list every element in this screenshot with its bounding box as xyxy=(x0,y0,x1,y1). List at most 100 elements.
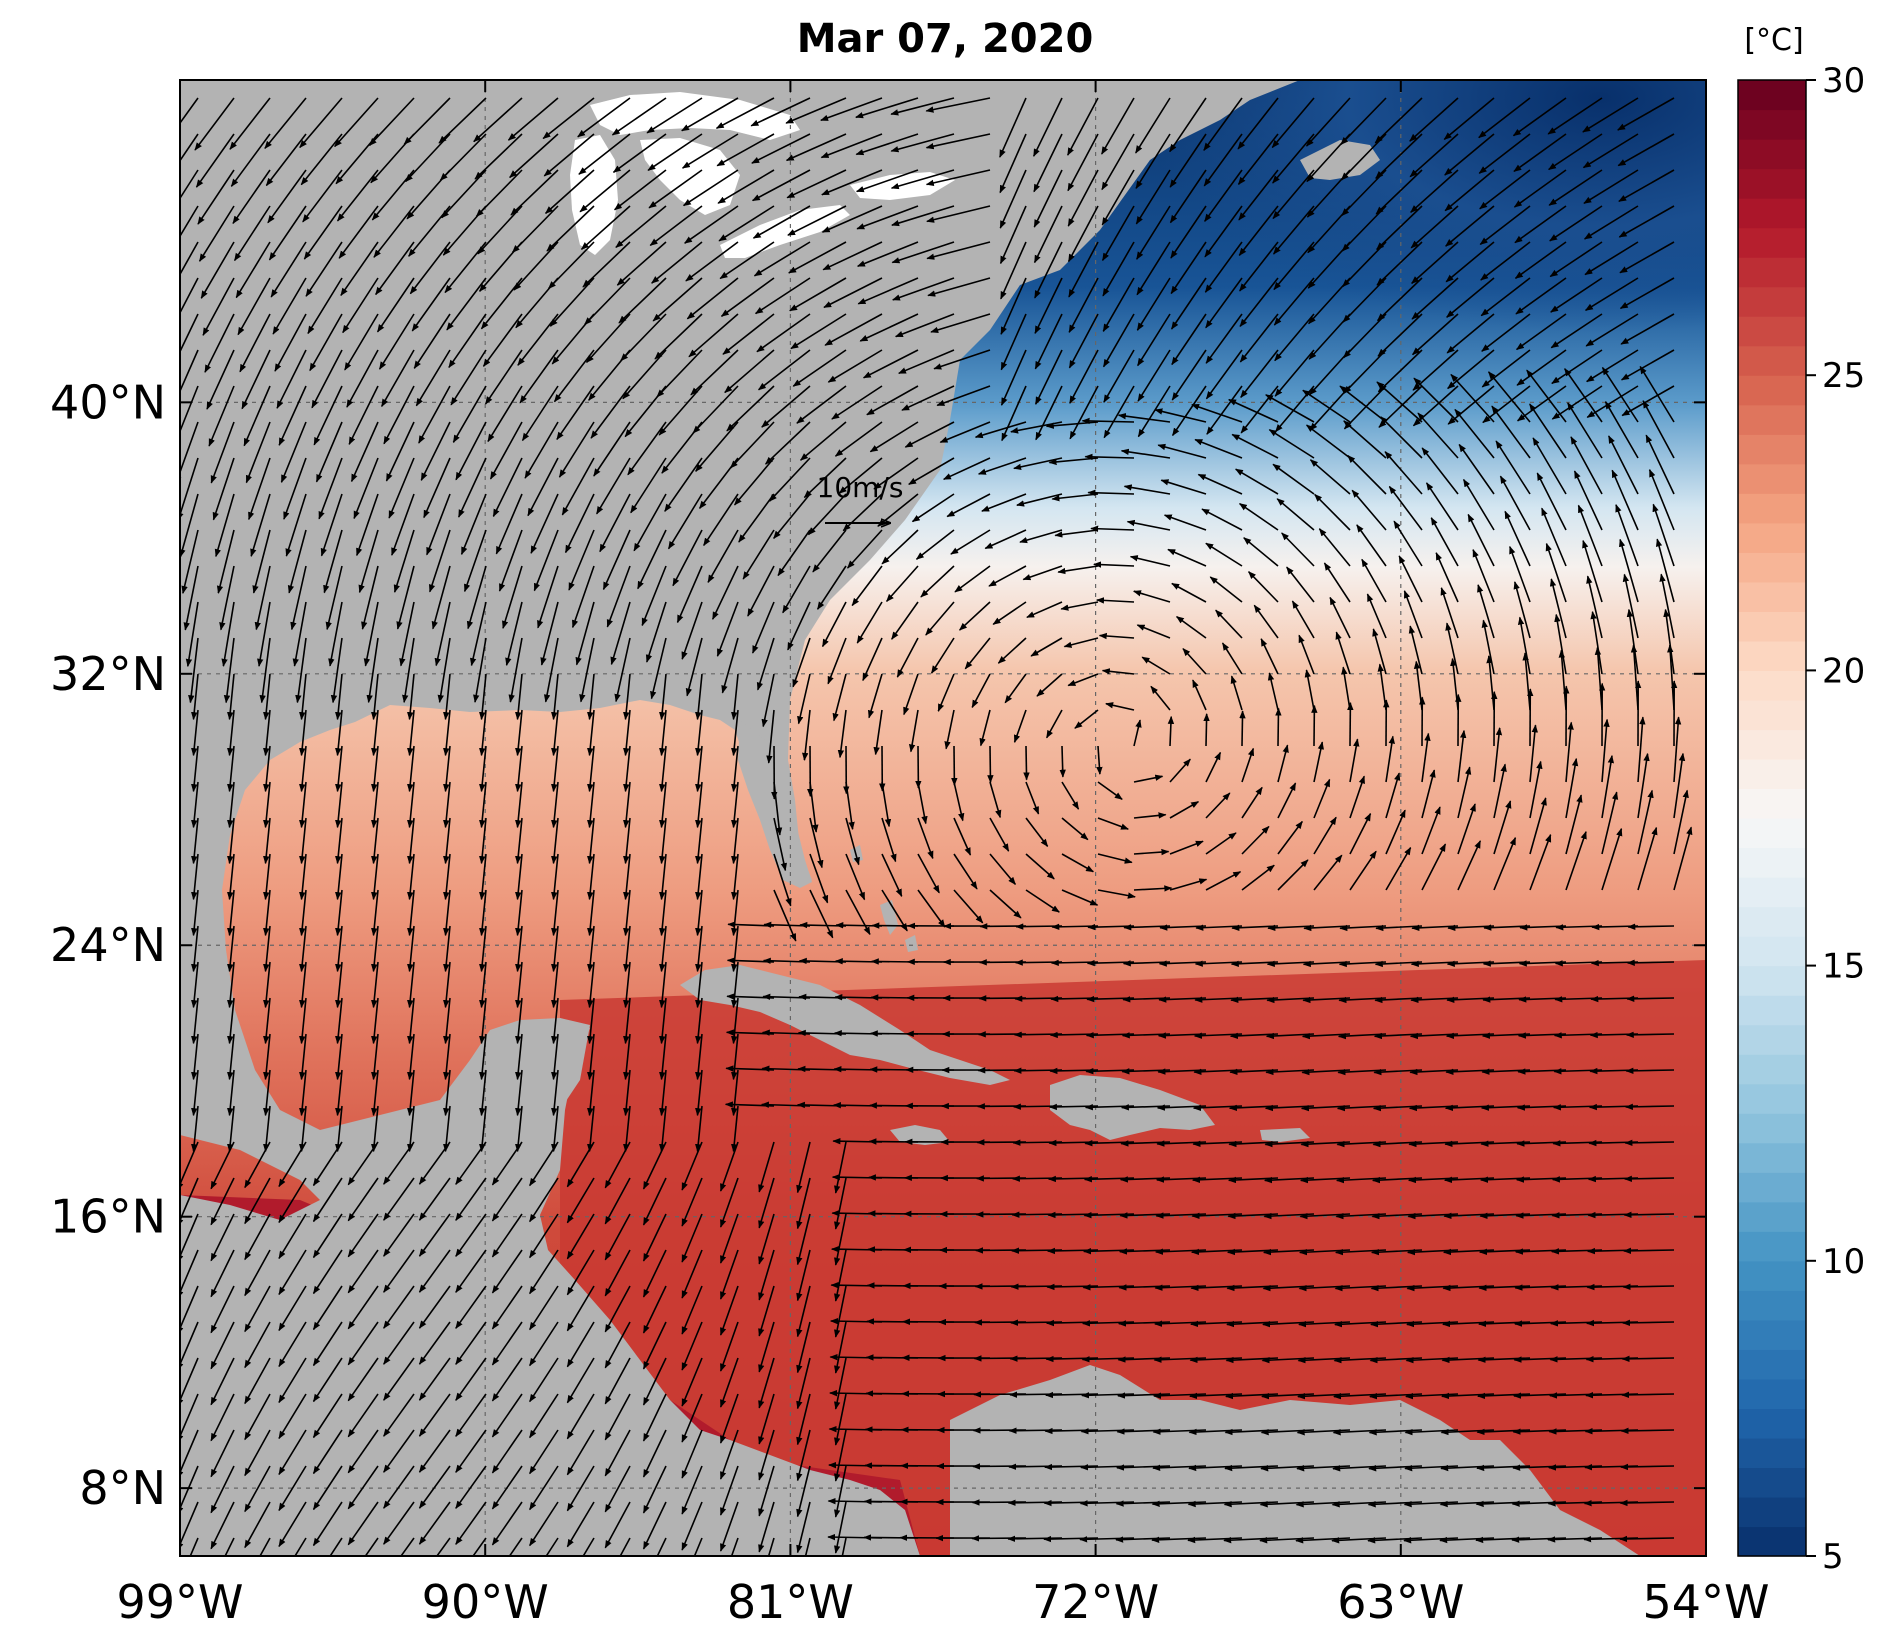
wind-arrow xyxy=(1137,385,1171,438)
wind-arrow xyxy=(717,169,775,204)
wind-arrow xyxy=(1376,241,1423,286)
wind-arrow xyxy=(206,349,235,410)
wind-arrow xyxy=(867,673,883,719)
wind-arrow xyxy=(1205,349,1243,400)
wind-arrow xyxy=(610,601,631,666)
wind-arrow xyxy=(1445,241,1495,283)
wind-arrow xyxy=(1203,713,1210,747)
wind-arrow xyxy=(1584,277,1639,311)
wind-arrow xyxy=(903,673,919,716)
colorbar-band xyxy=(1738,1083,1806,1114)
wind-arrow xyxy=(1105,702,1135,711)
wind-arrow xyxy=(1481,349,1531,388)
wind-arrow xyxy=(950,529,991,555)
wind-arrow xyxy=(223,637,235,704)
wind-arrow xyxy=(420,421,451,482)
wind-arrow xyxy=(1243,537,1279,567)
wind-arrow xyxy=(328,601,343,667)
wind-arrow xyxy=(799,421,847,461)
wind-arrow xyxy=(180,313,199,354)
wind-arrow xyxy=(350,421,379,483)
wind-arrow xyxy=(1343,349,1387,394)
wind-arrow xyxy=(1308,313,1351,360)
wind-arrow xyxy=(1273,241,1315,291)
wind-arrow xyxy=(688,313,739,358)
wind-arrow xyxy=(353,457,379,520)
wind-arrow xyxy=(1170,205,1207,259)
wind-arrow xyxy=(812,529,847,573)
wind-arrow xyxy=(299,673,307,721)
wind-arrow xyxy=(1060,601,1099,611)
wind-arrow xyxy=(1541,507,1567,567)
wind-arrow xyxy=(489,421,523,480)
wind-arrow xyxy=(1171,313,1207,366)
wind-arrow xyxy=(890,169,955,190)
wind-arrow xyxy=(409,241,451,295)
wind-arrow xyxy=(1307,241,1351,289)
wind-arrow xyxy=(716,133,775,167)
wind-arrow xyxy=(1620,313,1675,345)
wind-arrow xyxy=(556,385,595,441)
wind-arrow xyxy=(937,673,955,712)
wind-arrow xyxy=(1238,169,1279,221)
wind-arrow xyxy=(1551,385,1603,420)
wind-arrow xyxy=(406,169,451,220)
wind-arrow xyxy=(1068,277,1099,334)
wind-arrow xyxy=(513,241,559,291)
wind-arrow xyxy=(904,421,955,448)
wind-arrow xyxy=(543,637,559,703)
wind-arrow xyxy=(1626,608,1639,675)
wind-arrow xyxy=(480,277,523,330)
wind-arrow xyxy=(180,493,199,558)
wind-arrow xyxy=(1547,97,1603,135)
wind-arrow xyxy=(1512,97,1567,137)
wind-arrow xyxy=(1380,416,1423,459)
wind-arrow xyxy=(664,457,703,512)
wind-arrow xyxy=(1235,468,1279,495)
wind-arrow xyxy=(637,529,667,590)
wind-arrow xyxy=(822,241,883,271)
wind-arrow xyxy=(827,637,847,685)
wind-arrow xyxy=(1023,745,1030,781)
wind-arrow xyxy=(1412,313,1459,356)
colorbar-tick-label: 25 xyxy=(1822,356,1865,396)
wind-arrow xyxy=(838,457,883,494)
wind-arrow xyxy=(1192,679,1207,711)
colorbar-band xyxy=(1738,1349,1806,1380)
wind-arrow xyxy=(614,637,631,703)
wind-arrow xyxy=(722,313,775,355)
wind-arrow xyxy=(582,241,631,288)
lat-tick-label: 32°N xyxy=(50,647,166,701)
wind-arrow xyxy=(1582,539,1603,603)
wind-arrow xyxy=(1272,463,1315,495)
wind-arrow xyxy=(1447,349,1495,390)
wind-arrow xyxy=(1253,604,1279,639)
wind-arrow xyxy=(1059,745,1066,778)
colorbar-band xyxy=(1738,965,1806,996)
wind-arrow xyxy=(413,313,451,369)
wind-arrow xyxy=(542,97,595,140)
lon-tick-label: 63°W xyxy=(1337,1575,1464,1629)
wind-arrow xyxy=(925,97,991,113)
land-nova-scotia xyxy=(1300,140,1380,180)
wind-arrow xyxy=(881,529,919,565)
colorbar-band xyxy=(1738,80,1806,111)
wind-arrow xyxy=(681,133,739,169)
wind-arrow xyxy=(1617,97,1675,131)
wind-arrow xyxy=(575,601,595,666)
wind-arrow xyxy=(936,385,991,407)
map-title: Mar 07, 2020 xyxy=(797,16,1094,62)
wind-arrow xyxy=(1171,349,1207,401)
wind-arrow xyxy=(579,637,595,703)
wind-arrow xyxy=(191,673,199,721)
wind-arrow xyxy=(307,277,343,335)
wind-arrow xyxy=(1410,205,1459,249)
wind-reference-label: 10m/s xyxy=(817,471,904,504)
wind-arrow xyxy=(750,97,811,127)
wind-arrow xyxy=(856,241,919,267)
wind-arrow xyxy=(185,601,199,667)
wind-arrow xyxy=(1240,385,1279,434)
wind-arrow xyxy=(1343,420,1387,459)
wind-arrow xyxy=(645,601,667,663)
wind-arrow xyxy=(227,709,235,757)
